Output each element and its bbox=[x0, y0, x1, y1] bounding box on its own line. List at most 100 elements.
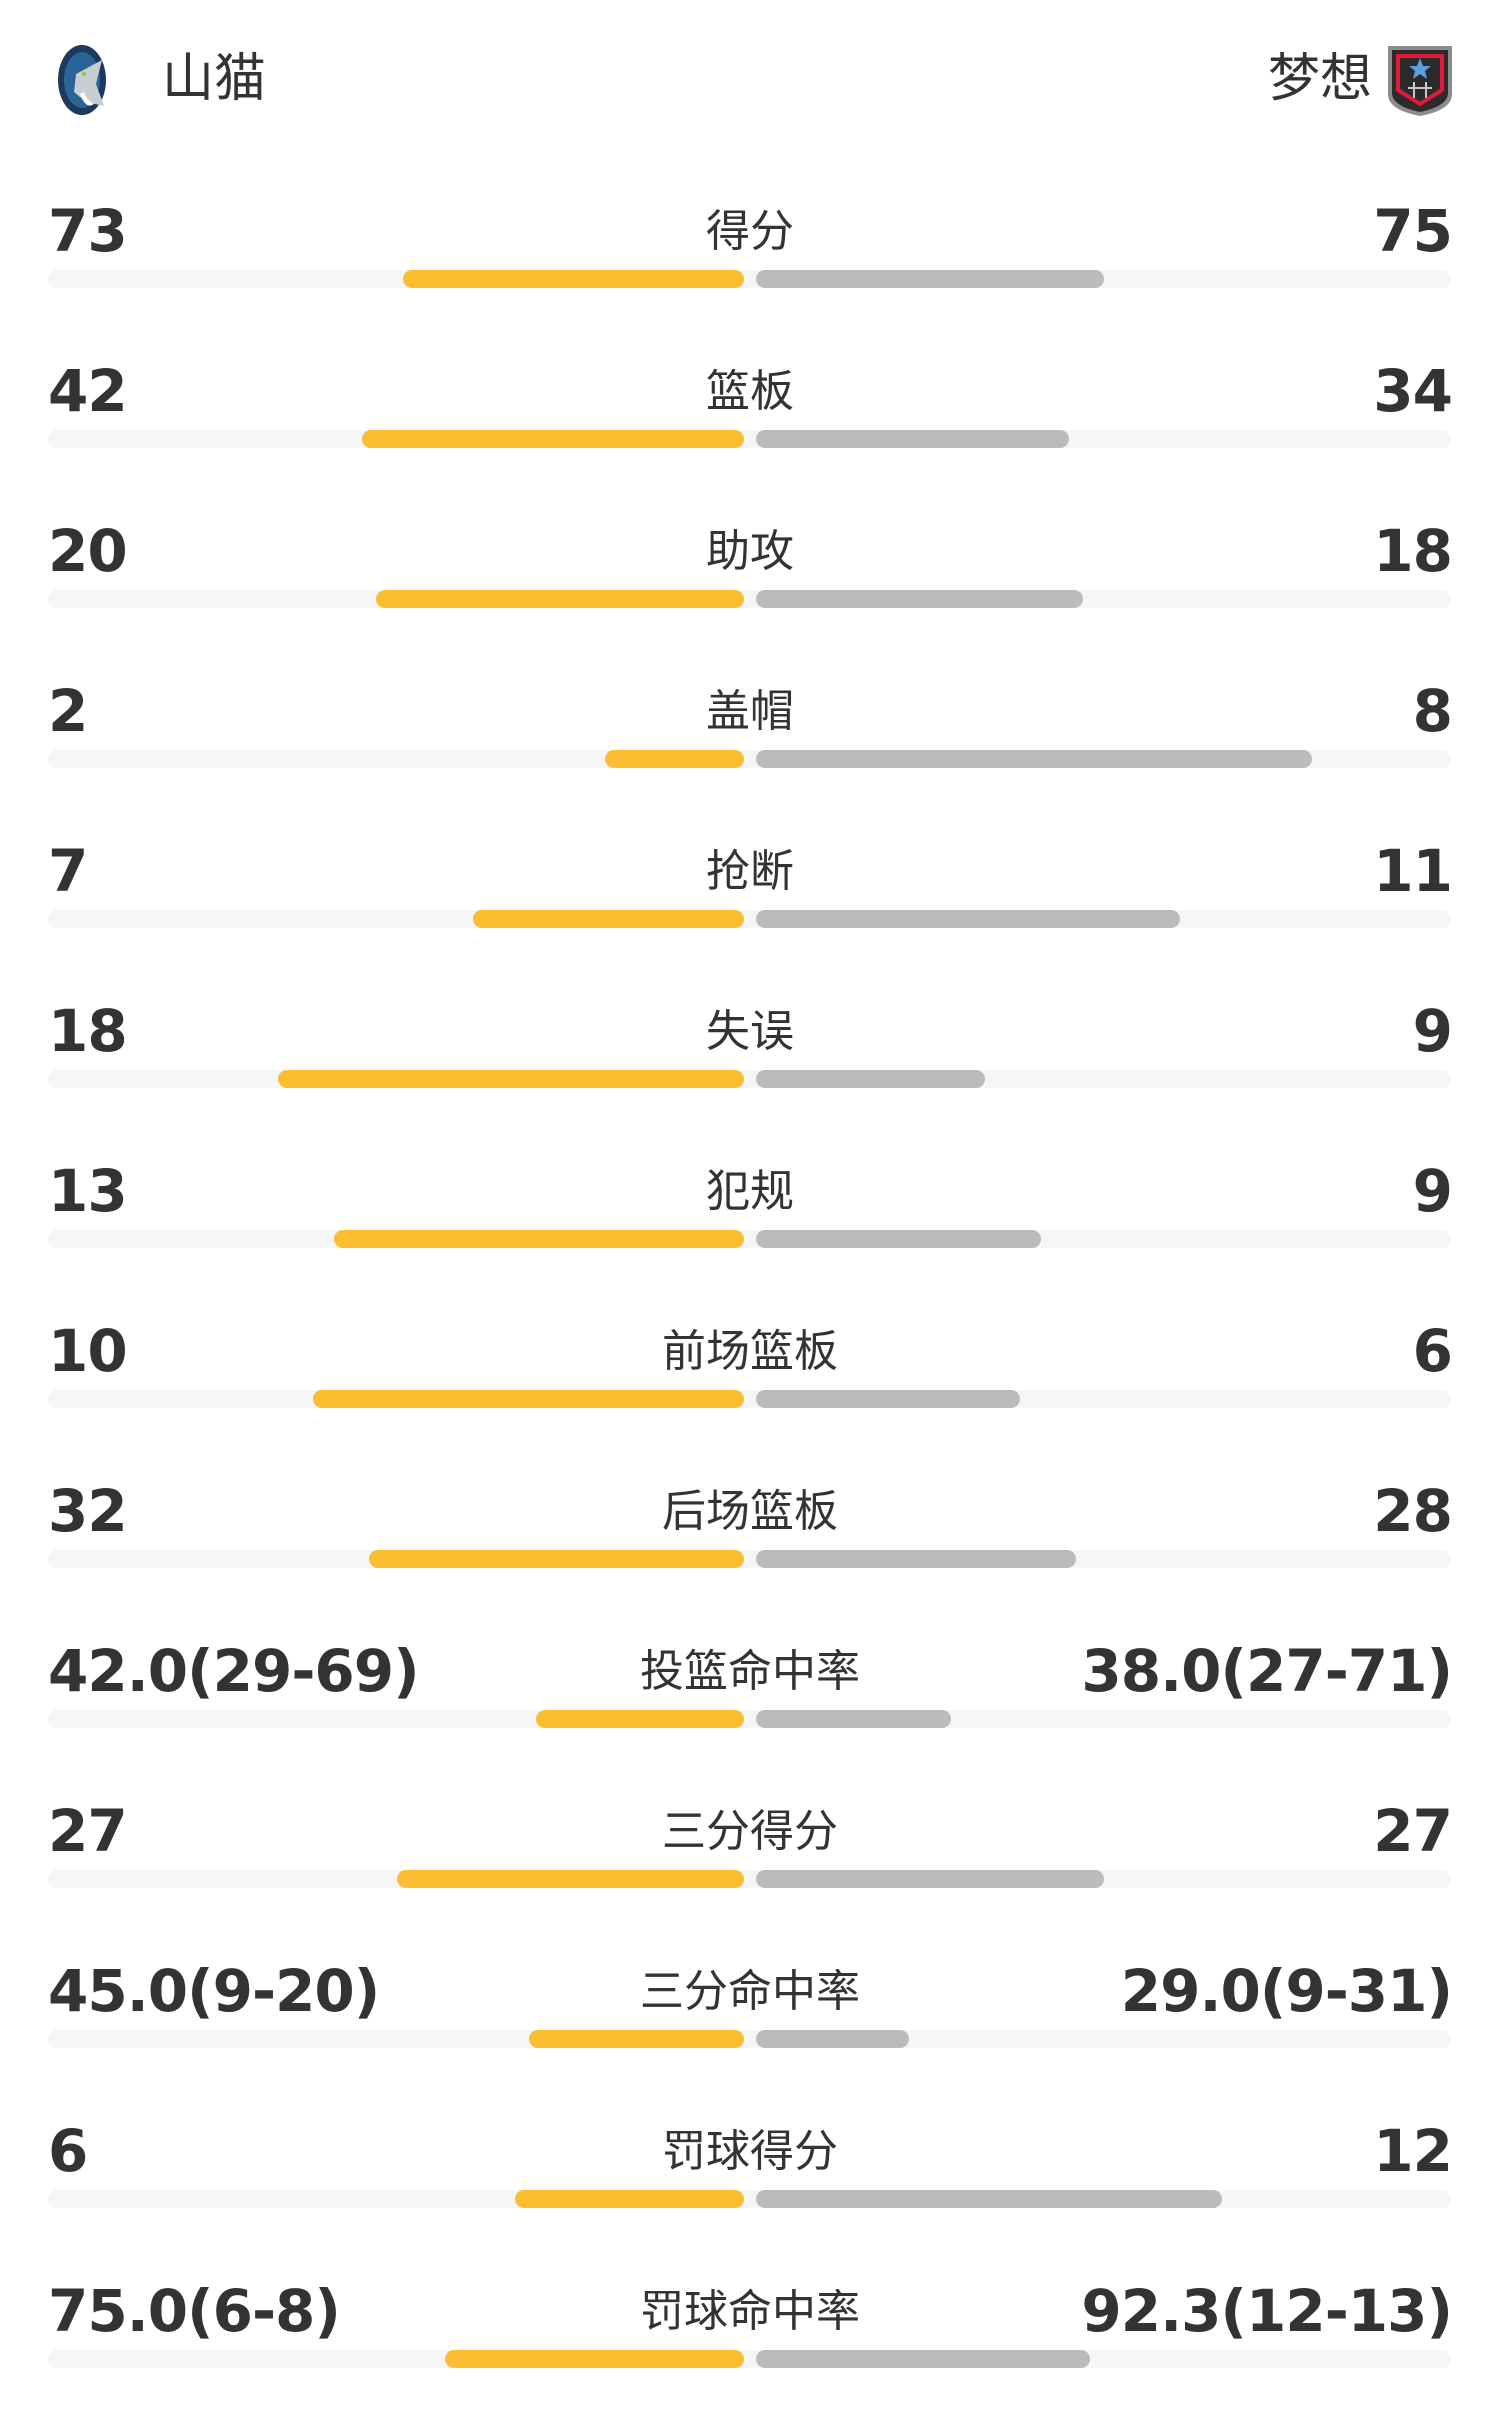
away-stat-bar bbox=[756, 430, 1069, 448]
stat-label: 得分 bbox=[706, 206, 794, 257]
home-stat-value: 10 bbox=[48, 1317, 128, 1385]
away-stat-value: 34 bbox=[1373, 357, 1453, 425]
home-stat-value: 32 bbox=[48, 1477, 128, 1545]
stat-bar-track bbox=[48, 1710, 1451, 1728]
away-stat-value: 29.0(9-31) bbox=[1120, 1957, 1453, 2025]
stat-row: 27 三分得分 27 bbox=[0, 1796, 1500, 1956]
stat-bar-track bbox=[48, 2190, 1451, 2208]
stat-label: 三分命中率 bbox=[640, 1966, 860, 2017]
away-stat-value: 8 bbox=[1412, 677, 1453, 745]
stat-label: 犯规 bbox=[706, 1166, 794, 1217]
stat-label: 前场篮板 bbox=[662, 1326, 838, 1377]
stat-row: 7 抢断 11 bbox=[0, 836, 1500, 996]
away-stat-value: 27 bbox=[1373, 1797, 1453, 1865]
stat-bar-track bbox=[48, 2350, 1451, 2368]
away-stat-bar bbox=[756, 2030, 909, 2048]
stat-bar-track bbox=[48, 2030, 1451, 2048]
away-stat-bar bbox=[756, 1710, 951, 1728]
home-stat-value: 27 bbox=[48, 1797, 128, 1865]
stat-bar-track bbox=[48, 910, 1451, 928]
stat-bar-track bbox=[48, 1870, 1451, 1888]
home-stat-bar bbox=[514, 2190, 744, 2208]
home-stat-bar bbox=[528, 2030, 744, 2048]
home-stat-value: 7 bbox=[48, 837, 88, 905]
away-stat-bar bbox=[756, 2190, 1222, 2208]
stat-label: 投篮命中率 bbox=[640, 1646, 860, 1697]
home-stat-bar bbox=[368, 1550, 744, 1568]
away-stat-value: 92.3(12-13) bbox=[1081, 2277, 1453, 2345]
stat-row: 73 得分 75 bbox=[0, 196, 1500, 356]
away-stat-value: 18 bbox=[1373, 517, 1453, 585]
home-stat-bar bbox=[278, 1070, 744, 1088]
home-stat-value: 2 bbox=[48, 677, 88, 745]
atlanta-dream-logo-icon bbox=[1388, 46, 1452, 116]
stat-bar-track bbox=[48, 1390, 1451, 1408]
stat-row: 10 前场篮板 6 bbox=[0, 1316, 1500, 1476]
stat-row: 13 犯规 9 bbox=[0, 1156, 1500, 1316]
home-stat-bar bbox=[605, 750, 744, 768]
stat-label: 罚球得分 bbox=[662, 2126, 838, 2177]
home-stat-bar bbox=[472, 910, 744, 928]
match-header: 山猫 梦想 bbox=[0, 0, 1500, 160]
stat-label: 助攻 bbox=[706, 526, 794, 577]
home-stat-value: 45.0(9-20) bbox=[48, 1957, 380, 2025]
home-stat-bar bbox=[445, 2350, 744, 2368]
stat-bar-track bbox=[48, 1070, 1451, 1088]
away-stat-bar bbox=[756, 1070, 986, 1088]
stat-bar-track bbox=[48, 270, 1451, 288]
away-stat-bar bbox=[756, 1870, 1104, 1888]
stat-label: 后场篮板 bbox=[662, 1486, 838, 1537]
away-stat-bar bbox=[756, 1550, 1076, 1568]
stat-row: 20 助攻 18 bbox=[0, 516, 1500, 676]
stat-label: 失误 bbox=[706, 1006, 794, 1057]
stat-row: 2 盖帽 8 bbox=[0, 676, 1500, 836]
away-stat-value: 9 bbox=[1412, 997, 1453, 1065]
stat-label: 篮板 bbox=[706, 366, 794, 417]
stat-row: 45.0(9-20) 三分命中率 29.0(9-31) bbox=[0, 1956, 1500, 2116]
stat-row: 18 失误 9 bbox=[0, 996, 1500, 1156]
home-stat-bar bbox=[396, 1870, 744, 1888]
stat-label: 盖帽 bbox=[706, 686, 794, 737]
home-stat-value: 42 bbox=[48, 357, 128, 425]
stat-bar-track bbox=[48, 430, 1451, 448]
away-stat-value: 75 bbox=[1373, 197, 1453, 265]
home-stat-value: 18 bbox=[48, 997, 128, 1065]
away-stat-value: 28 bbox=[1373, 1477, 1453, 1545]
away-stat-value: 12 bbox=[1373, 2117, 1453, 2185]
away-stat-bar bbox=[756, 1230, 1041, 1248]
home-stat-value: 13 bbox=[48, 1157, 128, 1225]
home-stat-bar bbox=[535, 1710, 744, 1728]
stat-bar-track bbox=[48, 1230, 1451, 1248]
home-stat-value: 75.0(6-8) bbox=[48, 2277, 341, 2345]
away-stat-value: 38.0(27-71) bbox=[1081, 1637, 1453, 1705]
home-stat-value: 42.0(29-69) bbox=[48, 1637, 420, 1705]
home-stat-bar bbox=[361, 430, 744, 448]
stat-row: 42.0(29-69) 投篮命中率 38.0(27-71) bbox=[0, 1636, 1500, 1796]
home-stat-bar bbox=[333, 1230, 744, 1248]
away-stat-value: 9 bbox=[1412, 1157, 1453, 1225]
stat-row: 6 罚球得分 12 bbox=[0, 2116, 1500, 2276]
stat-row: 32 后场篮板 28 bbox=[0, 1476, 1500, 1636]
away-stat-value: 6 bbox=[1412, 1317, 1453, 1385]
away-stat-bar bbox=[756, 1390, 1021, 1408]
home-team-name: 山猫 bbox=[162, 49, 267, 109]
home-stat-bar bbox=[313, 1390, 744, 1408]
away-team-name: 梦想 bbox=[1267, 49, 1372, 109]
home-stat-value: 73 bbox=[48, 197, 128, 265]
home-stat-value: 20 bbox=[48, 517, 128, 585]
minnesota-lynx-logo-icon bbox=[58, 45, 106, 115]
home-stat-bar bbox=[403, 270, 744, 288]
away-stat-bar bbox=[756, 910, 1180, 928]
stat-row: 42 篮板 34 bbox=[0, 356, 1500, 516]
away-stat-bar bbox=[756, 750, 1312, 768]
stat-bar-track bbox=[48, 1550, 1451, 1568]
away-stat-bar bbox=[756, 2350, 1090, 2368]
away-stat-value: 11 bbox=[1373, 837, 1453, 905]
home-stat-value: 6 bbox=[48, 2117, 88, 2185]
stat-bar-track bbox=[48, 590, 1451, 608]
stat-label: 抢断 bbox=[706, 846, 794, 897]
stat-label: 罚球命中率 bbox=[640, 2286, 860, 2337]
stat-label: 三分得分 bbox=[662, 1806, 838, 1857]
stat-row: 75.0(6-8) 罚球命中率 92.3(12-13) bbox=[0, 2276, 1500, 2436]
away-stat-bar bbox=[756, 270, 1104, 288]
